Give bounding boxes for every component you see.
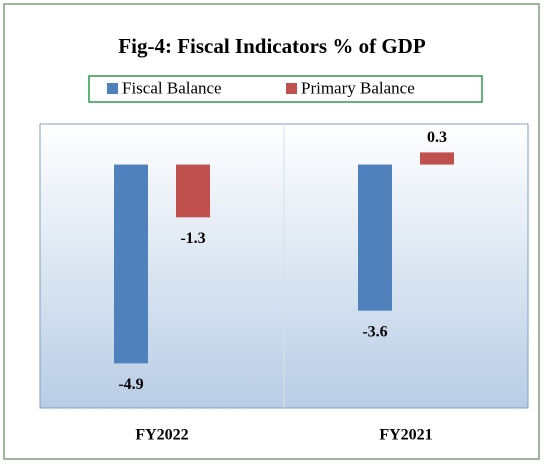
chart-title: Fig-4: Fiscal Indicators % of GDP — [118, 34, 426, 58]
legend-swatch — [107, 83, 118, 94]
bar — [176, 164, 210, 218]
bar — [358, 164, 392, 311]
bar — [420, 152, 454, 165]
data-label: -3.6 — [362, 323, 387, 340]
data-label: 0.3 — [427, 129, 447, 146]
x-tick-label: FY2021 — [379, 427, 432, 444]
legend-swatch — [286, 83, 297, 94]
legend-label: Fiscal Balance — [122, 78, 222, 97]
data-label: -4.9 — [118, 376, 143, 393]
data-label: -1.3 — [180, 230, 205, 247]
legend-label: Primary Balance — [301, 78, 415, 97]
legend — [88, 75, 483, 103]
bar — [114, 164, 148, 364]
x-tick-label: FY2022 — [135, 427, 188, 444]
